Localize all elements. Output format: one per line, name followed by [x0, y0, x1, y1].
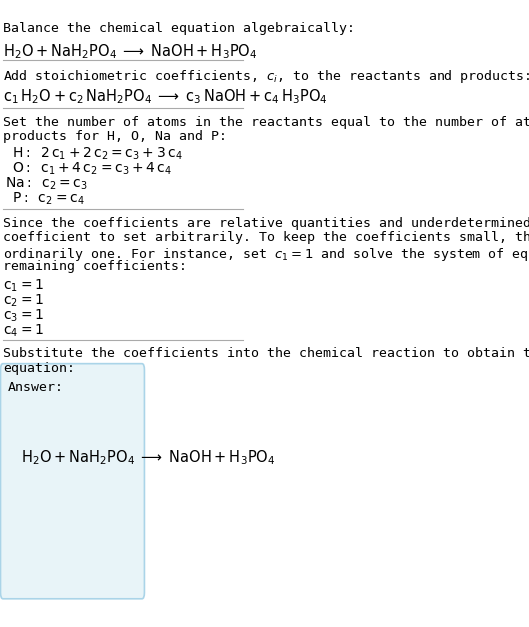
- Text: $\mathrm{c_3 = 1}$: $\mathrm{c_3 = 1}$: [3, 307, 44, 324]
- Text: remaining coefficients:: remaining coefficients:: [3, 260, 187, 273]
- Text: $\mathrm{c_1\, H_2O + c_2\, NaH_2PO_4 \;\longrightarrow\; c_3\, NaOH + c_4\, H_3: $\mathrm{c_1\, H_2O + c_2\, NaH_2PO_4 \;…: [3, 88, 327, 107]
- Text: $\mathrm{P:\;\; c_2 = c_4}$: $\mathrm{P:\;\; c_2 = c_4}$: [12, 191, 85, 207]
- Text: products for H, O, Na and P:: products for H, O, Na and P:: [3, 130, 227, 144]
- Text: coefficient to set arbitrarily. To keep the coefficients small, the arbitrary va: coefficient to set arbitrarily. To keep …: [3, 231, 529, 245]
- Text: $\mathrm{O:\;\; c_1 + 4\,c_2 = c_3 + 4\,c_4}$: $\mathrm{O:\;\; c_1 + 4\,c_2 = c_3 + 4\,…: [12, 161, 172, 177]
- Text: Set the number of atoms in the reactants equal to the number of atoms in the: Set the number of atoms in the reactants…: [3, 116, 529, 129]
- Text: ordinarily one. For instance, set $c_1 = 1$ and solve the system of equations fo: ordinarily one. For instance, set $c_1 =…: [3, 246, 529, 263]
- Text: Answer:: Answer:: [7, 381, 63, 394]
- Text: Since the coefficients are relative quantities and underdetermined, choose a: Since the coefficients are relative quan…: [3, 217, 529, 230]
- Text: Substitute the coefficients into the chemical reaction to obtain the balanced: Substitute the coefficients into the che…: [3, 347, 529, 361]
- Text: $\mathrm{H_2O + NaH_2PO_4 \;\longrightarrow\; NaOH + H_3PO_4}$: $\mathrm{H_2O + NaH_2PO_4 \;\longrightar…: [21, 448, 276, 467]
- Text: $\mathrm{c_4 = 1}$: $\mathrm{c_4 = 1}$: [3, 322, 44, 339]
- Text: $\mathrm{H_2O + NaH_2PO_4 \;\longrightarrow\; NaOH + H_3PO_4}$: $\mathrm{H_2O + NaH_2PO_4 \;\longrightar…: [3, 42, 258, 61]
- Text: $\mathrm{H:\;\; 2\,c_1 + 2\,c_2 = c_3 + 3\,c_4}$: $\mathrm{H:\;\; 2\,c_1 + 2\,c_2 = c_3 + …: [12, 145, 183, 162]
- Text: $\mathrm{c_1 = 1}$: $\mathrm{c_1 = 1}$: [3, 277, 44, 293]
- Text: Add stoichiometric coefficients, $c_i$, to the reactants and products:: Add stoichiometric coefficients, $c_i$, …: [3, 68, 529, 85]
- Text: $\mathrm{Na:\;\; c_2 = c_3}$: $\mathrm{Na:\;\; c_2 = c_3}$: [5, 176, 88, 192]
- Text: equation:: equation:: [3, 362, 75, 375]
- FancyBboxPatch shape: [1, 364, 144, 599]
- Text: Balance the chemical equation algebraically:: Balance the chemical equation algebraica…: [3, 22, 355, 35]
- Text: $\mathrm{c_2 = 1}$: $\mathrm{c_2 = 1}$: [3, 292, 44, 308]
